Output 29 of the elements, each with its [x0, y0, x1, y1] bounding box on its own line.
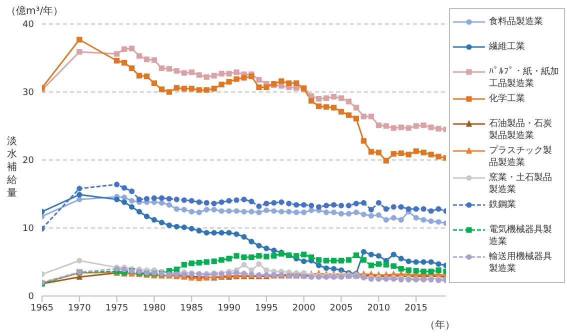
y-tick-label: 10 [22, 224, 34, 234]
legend-label: 食料品製造業 [489, 16, 544, 28]
legend-label: 電気機械器具製造業 [489, 224, 553, 248]
x-tick-label: 2015 [404, 303, 428, 314]
legend-label: 窯業・土石製品製造業 [489, 172, 553, 196]
legend-label: ﾊﾟﾙﾌﾟ・紙・紙加工品製造業 [489, 66, 559, 90]
x-tick-label: 1980 [142, 303, 166, 314]
y-tick-label: 20 [22, 156, 34, 166]
y-axis-title: 淡水補給量 [6, 135, 18, 200]
legend-label: プラスチック製品製造業 [489, 145, 553, 169]
x-tick-label: 2010 [367, 303, 390, 314]
legend-label: 石油製品・石炭製品製造業 [489, 118, 553, 142]
y-tick-label: 40 [22, 20, 34, 30]
legend-label: 鉄鋼業 [489, 199, 517, 211]
y-tick-label: 0 [28, 292, 34, 302]
x-tick-label: 2005 [330, 303, 353, 314]
x-axis-title: （年） [425, 319, 455, 332]
x-tick-label: 1985 [180, 303, 204, 314]
text: （億m³/年） [6, 4, 64, 18]
x-tick-label: 1990 [218, 303, 241, 314]
legend-label: 輸送用機械器具製造業 [489, 251, 553, 275]
x-tick-label: 1965 [30, 303, 54, 314]
x-tick-label: 1970 [68, 303, 92, 314]
x-tick-label: 1995 [254, 303, 278, 314]
y-tick-label: 30 [22, 88, 34, 98]
legend-label: 化学工業 [489, 93, 526, 105]
x-tick-label: 1975 [105, 303, 128, 314]
x-tick-label: 2000 [292, 303, 316, 314]
legend-label: 繊維工業 [489, 41, 526, 53]
